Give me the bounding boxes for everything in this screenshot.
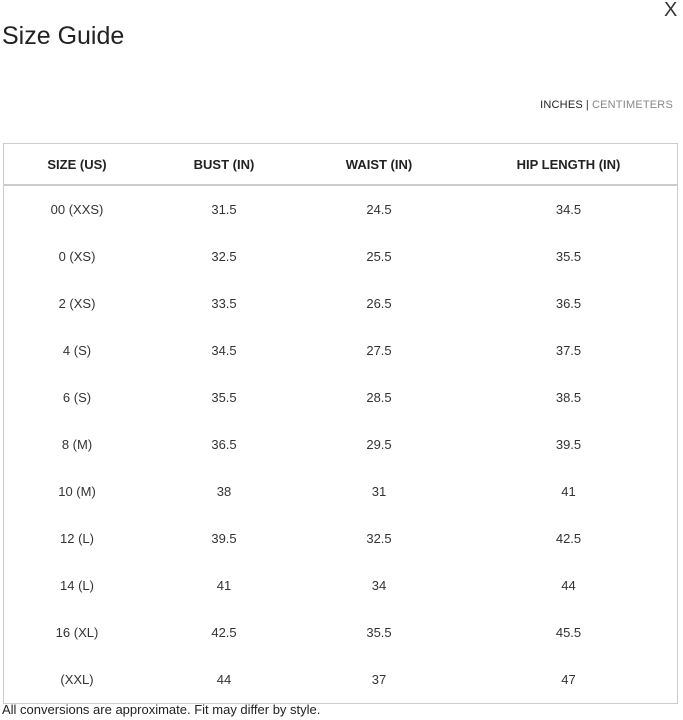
table-cell: 42.5: [211, 625, 237, 640]
table-cell: 8 (M): [61, 437, 93, 452]
table-cell: 10 (M): [58, 484, 96, 499]
page-title: Size Guide: [2, 22, 125, 50]
table-row: 10 (M) 38 31 41: [4, 468, 678, 515]
table-cell: 37.5: [555, 343, 582, 358]
table-cell: (XXL): [60, 672, 94, 687]
table-row: 14 (L) 41 34 44: [4, 562, 678, 609]
column-header: WAIST (IN): [298, 143, 460, 186]
table-cell: 31.5: [211, 202, 237, 217]
table-cell: 34.5: [555, 202, 582, 217]
unit-toggle: INCHES | CENTIMETERS: [540, 99, 673, 111]
table-cell: 36.5: [555, 296, 582, 311]
table-cell: 27.5: [366, 343, 392, 358]
table-cell: 41: [216, 578, 232, 593]
table-cell: 14 (L): [60, 578, 94, 593]
table-cell: 32.5: [366, 531, 392, 546]
table-cell: 42.5: [555, 531, 582, 546]
table-cell: 34.5: [211, 343, 237, 358]
table-cell: 16 (XL): [55, 625, 99, 640]
table-cell: 6 (S): [62, 390, 92, 405]
column-header: HIP LENGTH (IN): [460, 143, 678, 186]
table-cell: 39.5: [211, 531, 237, 546]
table-cell: 34: [371, 578, 387, 593]
centimeters-button[interactable]: CENTIMETERS: [591, 99, 673, 111]
table-cell: 26.5: [366, 296, 392, 311]
table-row: 8 (M) 36.5 29.5 39.5: [4, 421, 678, 468]
table-row: (XXL) 44 37 47: [4, 656, 678, 704]
table-cell: 00 (XXS): [50, 202, 104, 217]
table-cell: 37: [371, 672, 387, 687]
table-cell: 4 (S): [62, 343, 92, 358]
table-cell: 12 (L): [60, 531, 94, 546]
table-cell: 38.5: [555, 390, 582, 405]
table-row: 12 (L) 39.5 32.5 42.5: [4, 515, 678, 562]
size-table: SIZE (US) BUST (IN) WAIST (IN) HIP LENGTH (…: [3, 143, 678, 704]
table-cell: 36.5: [211, 437, 237, 452]
table-cell: 41: [561, 484, 576, 499]
table-cell: 35.5: [555, 249, 582, 264]
table-row: 0 (XS) 32.5 25.5 35.5: [4, 233, 678, 280]
table-row: 00 (XXS) 31.5 24.5 34.5: [4, 185, 678, 233]
table-cell: 44: [216, 672, 232, 687]
table-cell: 35.5: [211, 390, 237, 405]
table-row: 2 (XS) 33.5 26.5 36.5: [4, 280, 678, 327]
table-cell: 28.5: [366, 390, 392, 405]
table-cell: 47: [561, 672, 576, 687]
table-cell: 24.5: [366, 202, 392, 217]
table-cell: 45.5: [555, 625, 582, 640]
table-cell: 44: [561, 578, 576, 593]
table-cell: 29.5: [366, 437, 392, 452]
table-row: 16 (XL) 42.5 35.5 45.5: [4, 609, 678, 656]
column-header: BUST (IN): [150, 143, 298, 186]
table-cell: 33.5: [211, 296, 237, 311]
table-cell: 31: [371, 484, 387, 499]
table-cell: 38: [216, 484, 232, 499]
table-cell: 32.5: [211, 249, 237, 264]
inches-button[interactable]: INCHES: [540, 99, 583, 111]
table-cell: 25.5: [366, 249, 392, 264]
table-row: 6 (S) 35.5 28.5 38.5: [4, 374, 678, 421]
column-header: SIZE (US): [3, 143, 150, 186]
table-cell: 39.5: [555, 437, 582, 452]
table-row: 4 (S) 34.5 27.5 37.5: [4, 327, 678, 374]
disclaimer: All conversions are approximate. Fit may…: [2, 702, 321, 717]
close-icon[interactable]: X: [664, 0, 678, 21]
table-cell: 2 (XS): [58, 296, 96, 311]
table-cell: 35.5: [366, 625, 392, 640]
table-cell: 0 (XS): [58, 249, 96, 264]
divider: |: [585, 99, 589, 111]
